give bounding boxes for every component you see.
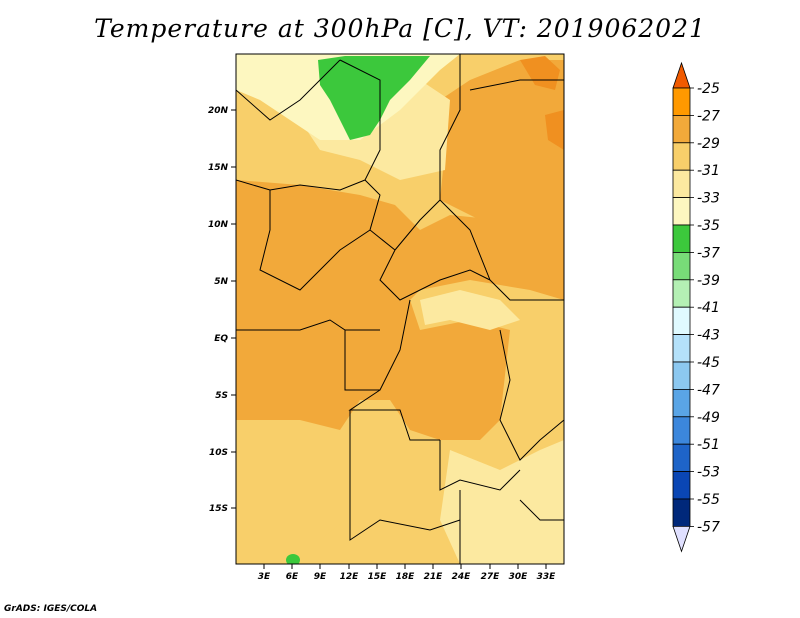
colorbar-label: -29 bbox=[697, 136, 720, 152]
map-frame bbox=[235, 53, 565, 565]
colorbar-swatch bbox=[672, 334, 691, 363]
colorbar-top-arrow bbox=[672, 61, 691, 89]
colorbar-label: -47 bbox=[697, 382, 720, 398]
lat-label: 10S bbox=[209, 448, 228, 458]
colorbar-swatch bbox=[672, 443, 691, 473]
lat-label: 20N bbox=[208, 106, 229, 116]
lat-label: EQ bbox=[214, 334, 228, 344]
lon-label: 15E bbox=[368, 572, 388, 582]
lat-label: 5N bbox=[214, 277, 228, 287]
colorbar-bottom-arrow bbox=[672, 526, 691, 553]
lon-label: 27E bbox=[481, 572, 501, 582]
lon-label: 30E bbox=[509, 572, 529, 582]
colorbar-swatch bbox=[672, 279, 691, 308]
colorbar-label: -41 bbox=[697, 300, 720, 316]
colorbar-label: -25 bbox=[697, 81, 720, 97]
lon-label: 33E bbox=[537, 572, 557, 582]
colorbar-swatch bbox=[672, 197, 691, 226]
colorbar-swatch bbox=[672, 471, 691, 500]
colorbar: -25 -27 -29 -31 -33 -35 -37 -39 -41 -43 -45 -47 -49 -… bbox=[672, 61, 720, 553]
colorbar-label: -27 bbox=[697, 108, 720, 124]
colorbar-label: -55 bbox=[697, 492, 720, 508]
credit-label: GrADS: IGES/COLA bbox=[4, 604, 98, 614]
colorbar-swatch bbox=[672, 388, 691, 418]
latitude-axis bbox=[231, 109, 236, 509]
colorbar-label: -49 bbox=[697, 410, 720, 426]
colorbar-swatch bbox=[672, 306, 691, 336]
colorbar-label: -37 bbox=[697, 245, 720, 261]
lon-label: 3E bbox=[258, 572, 271, 582]
colorbar-swatch bbox=[672, 251, 691, 281]
colorbar-swatch bbox=[672, 142, 691, 171]
map-title: Temperature at 300hPa [C], VT: 201906202… bbox=[94, 14, 706, 43]
lon-label: 18E bbox=[396, 572, 416, 582]
lon-label: 6E bbox=[286, 572, 299, 582]
colorbar-swatch bbox=[672, 498, 691, 527]
colorbar-label: -57 bbox=[697, 519, 720, 535]
colorbar-label: -31 bbox=[697, 163, 720, 179]
colorbar-swatch bbox=[672, 169, 691, 198]
lat-label: 15N bbox=[208, 163, 229, 173]
lon-label: 9E bbox=[314, 572, 327, 582]
colorbar-label: -39 bbox=[697, 273, 720, 289]
colorbar-label: -43 bbox=[697, 328, 720, 344]
longitude-axis bbox=[263, 564, 547, 569]
lat-label: 5S bbox=[215, 391, 228, 401]
temperature-field bbox=[236, 54, 564, 564]
colorbar-swatch bbox=[672, 361, 691, 390]
lon-label: 21E bbox=[424, 572, 444, 582]
lat-label: 15S bbox=[209, 504, 228, 514]
colorbar-label: -33 bbox=[697, 191, 720, 207]
country-borders bbox=[236, 54, 564, 564]
colorbar-label: -53 bbox=[697, 465, 720, 481]
colorbar-label: -51 bbox=[697, 437, 720, 453]
lon-label: 12E bbox=[340, 572, 360, 582]
colorbar-swatch bbox=[672, 87, 691, 116]
colorbar-label: -35 bbox=[697, 218, 720, 234]
colorbar-swatch bbox=[672, 224, 691, 253]
colorbar-swatch bbox=[672, 115, 691, 144]
lon-label: 24E bbox=[452, 572, 472, 582]
colorbar-swatch bbox=[672, 416, 691, 445]
colorbar-label: -45 bbox=[697, 355, 720, 371]
lat-label: 10N bbox=[208, 220, 229, 230]
